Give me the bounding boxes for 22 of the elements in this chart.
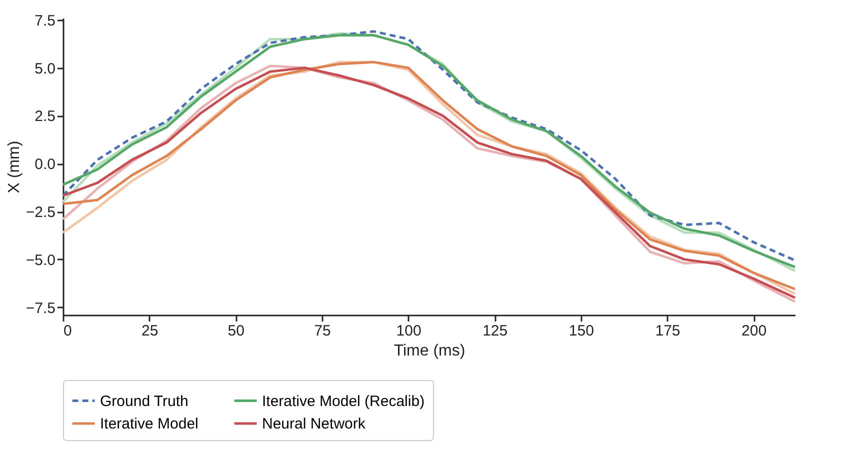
x-tick-label: 50	[228, 322, 244, 340]
x-tick-label: 75	[314, 322, 331, 340]
legend-label: Ground Truth	[100, 392, 188, 410]
x-tick-label: 100	[396, 322, 422, 340]
legend-label: Iterative Model (Recalib)	[262, 392, 425, 410]
y-tick-label: −7.5	[26, 300, 56, 317]
x-axis-title: Time (ms)	[394, 342, 466, 360]
legend-label: Neural Network	[262, 416, 366, 432]
x-tick-label: 125	[482, 322, 508, 340]
y-axis-title: X (mm)	[6, 140, 23, 194]
x-tick-label: 150	[568, 322, 594, 340]
y-tick-label: −2.5	[26, 204, 56, 222]
x-tick-label: 200	[742, 322, 767, 340]
x-tick-label: 175	[655, 322, 680, 340]
y-tick-label: −5.0	[26, 252, 56, 269]
legend-label: Iterative Model	[100, 416, 198, 432]
y-tick-label: 2.5	[34, 108, 56, 126]
x-tick-label: 0	[64, 322, 72, 340]
y-tick-label: 0.0	[34, 156, 56, 174]
x-tick-label: 25	[141, 322, 158, 340]
y-tick-label: 7.5	[34, 12, 56, 30]
y-tick-label: 5.0	[34, 60, 56, 78]
